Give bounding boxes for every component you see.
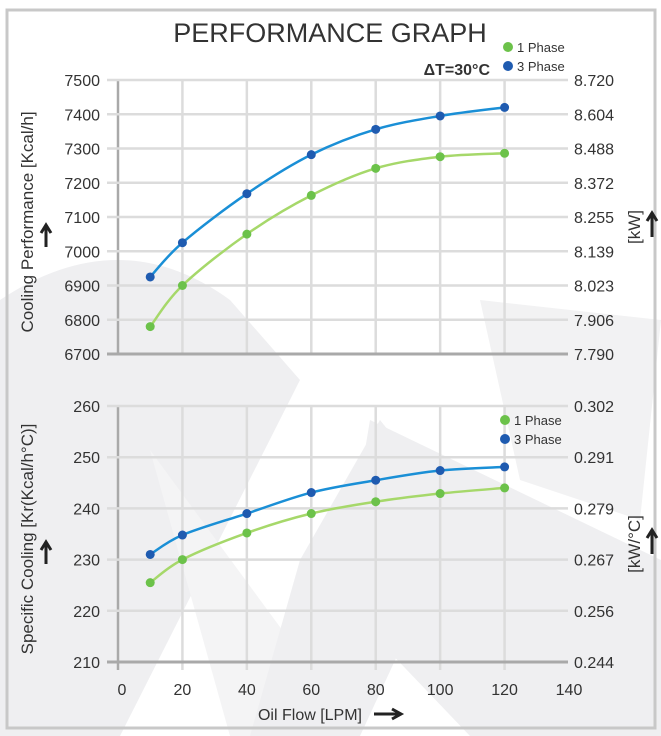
y2-tick-label: 8.255 <box>574 210 614 227</box>
y2-tick-label: 7.790 <box>574 347 614 364</box>
data-point <box>435 489 445 499</box>
data-point <box>435 466 445 476</box>
data-point <box>306 150 316 160</box>
y2-tick-label: 8.488 <box>574 142 614 159</box>
y-tick-label: 6900 <box>64 279 100 296</box>
y-tick-label: 6700 <box>64 347 100 364</box>
data-point <box>306 190 316 200</box>
legend-marker <box>500 434 510 444</box>
legend-label: 3 Phase <box>517 59 565 74</box>
y2-tick-label: 0.244 <box>574 655 614 672</box>
y2-tick-label: 0.291 <box>574 450 614 467</box>
y-axis-label: Specific Cooling [Kr(Kcal/h°C)] <box>18 424 37 655</box>
data-point <box>435 111 445 121</box>
data-point <box>145 549 155 559</box>
data-point <box>306 488 316 498</box>
y2-tick-label: 8.372 <box>574 176 614 193</box>
legend-label: 1 Phase <box>517 40 565 55</box>
data-point <box>371 124 381 134</box>
y2-tick-label: 7.906 <box>574 313 614 330</box>
x-axis-label: Oil Flow [LPM] <box>258 707 362 724</box>
y-tick-label: 7400 <box>64 107 100 124</box>
y2-tick-label: 0.279 <box>574 501 614 518</box>
data-point <box>177 238 187 248</box>
delta-t-label: ΔT=30°C <box>424 62 491 79</box>
y2-tick-label: 8.720 <box>574 73 614 90</box>
x-tick-label: 120 <box>491 682 518 699</box>
x-tick-label: 100 <box>427 682 454 699</box>
data-point <box>371 475 381 485</box>
y-axis-label: Cooling Performance [Kcal/h] <box>18 111 37 332</box>
data-point <box>500 148 510 158</box>
data-point <box>371 163 381 173</box>
data-point <box>500 483 510 493</box>
data-point <box>242 528 252 538</box>
data-point <box>145 322 155 332</box>
frame-border <box>5 8 657 730</box>
data-point <box>500 462 510 472</box>
y2-tick-label: 8.604 <box>574 107 614 124</box>
y-tick-label: 210 <box>73 655 100 672</box>
data-point <box>145 578 155 588</box>
data-point <box>242 509 252 519</box>
data-point <box>371 497 381 507</box>
x-tick-label: 40 <box>238 682 256 699</box>
y2-axis-arrow-icon <box>645 527 659 554</box>
y-tick-label: 6800 <box>64 313 100 330</box>
y2-tick-label: 0.302 <box>574 399 614 416</box>
y-tick-label: 220 <box>73 604 100 621</box>
y2-axis-label: [kW/°C] <box>625 515 644 573</box>
y-tick-label: 7100 <box>64 210 100 227</box>
y-tick-label: 7000 <box>64 244 100 261</box>
legend-marker <box>503 42 513 52</box>
y-tick-label: 260 <box>73 399 100 416</box>
data-point <box>306 509 316 519</box>
y2-tick-label: 0.256 <box>574 604 614 621</box>
y-axis-arrow-icon <box>39 222 53 247</box>
y-tick-label: 250 <box>73 450 100 467</box>
y-axis-arrow-icon <box>39 539 53 564</box>
data-point <box>500 102 510 112</box>
y-tick-label: 7200 <box>64 176 100 193</box>
y-tick-label: 7300 <box>64 142 100 159</box>
y-tick-label: 240 <box>73 501 100 518</box>
x-tick-label: 80 <box>367 682 385 699</box>
x-axis-arrow-icon <box>374 707 405 721</box>
data-point <box>242 229 252 239</box>
y2-axis-arrow-icon <box>645 210 659 237</box>
data-point <box>177 530 187 540</box>
x-tick-label: 0 <box>118 682 127 699</box>
legend-label: 3 Phase <box>514 432 562 447</box>
y2-tick-label: 8.139 <box>574 244 614 261</box>
y2-tick-label: 8.023 <box>574 279 614 296</box>
x-tick-label: 140 <box>556 682 583 699</box>
x-tick-label: 20 <box>174 682 192 699</box>
data-point <box>145 272 155 282</box>
y-tick-label: 7500 <box>64 73 100 90</box>
data-point <box>177 555 187 565</box>
y2-axis-label: [kW] <box>625 210 644 244</box>
legend-marker <box>503 61 513 71</box>
data-point <box>177 281 187 290</box>
legend-label: 1 Phase <box>514 413 562 428</box>
legend-marker <box>500 415 510 425</box>
y-tick-label: 230 <box>73 553 100 570</box>
data-point <box>435 152 445 162</box>
chart-title: PERFORMANCE GRAPH <box>173 18 487 48</box>
data-point <box>242 189 252 199</box>
x-tick-label: 60 <box>302 682 320 699</box>
y2-tick-label: 0.267 <box>574 553 614 570</box>
watermark-logo <box>0 260 661 736</box>
